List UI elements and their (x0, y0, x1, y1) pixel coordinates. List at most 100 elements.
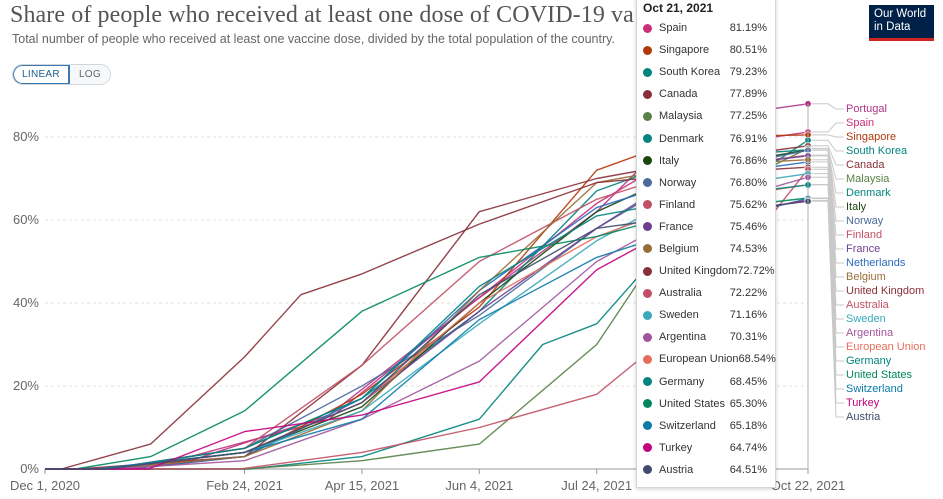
series-color-dot (643, 266, 652, 276)
tooltip-series-value: 76.80% (729, 176, 767, 189)
tooltip-row: Sweden 71.16% (643, 304, 767, 326)
chart-subtitle: Total number of people who received at l… (12, 32, 615, 46)
tooltip-series-value: 74.53% (729, 242, 767, 255)
tooltip-row: France 75.46% (643, 216, 767, 238)
tooltip-row: Argentina 70.31% (643, 326, 767, 348)
series-label[interactable]: European Union (846, 341, 926, 353)
tooltip-series-value: 72.72% (737, 265, 775, 278)
logo-accent-bar (869, 38, 934, 41)
series-label[interactable]: Belgium (846, 271, 886, 283)
tooltip-series-value: 81.19% (729, 22, 767, 35)
series-color-dot (643, 45, 652, 55)
series-label[interactable]: Australia (846, 299, 889, 311)
tooltip-row: Belgium 74.53% (643, 238, 767, 260)
tooltip-series-value: 64.51% (729, 463, 767, 476)
logo-line-1: Our World (874, 8, 927, 20)
tooltip-series-name: Canada (659, 88, 698, 101)
series-label[interactable]: Denmark (846, 187, 891, 199)
series-color-dot (643, 377, 652, 387)
series-color-dot (643, 134, 652, 144)
series-label[interactable]: Spain (846, 117, 875, 129)
label-leader-line (811, 134, 844, 138)
label-leader-line (811, 145, 844, 166)
series-label[interactable]: Switzerland (846, 383, 903, 395)
series-color-dot (643, 399, 652, 409)
series-color-dot (643, 465, 652, 475)
series-label[interactable]: South Korea (846, 145, 908, 157)
label-leader-line (811, 139, 844, 152)
y-tick-label: 80% (13, 129, 39, 144)
label-leader-line (811, 176, 844, 334)
series-label[interactable]: Norway (846, 215, 884, 227)
series-label[interactable]: Argentina (846, 327, 894, 339)
series-label[interactable]: Germany (846, 355, 892, 367)
tooltip-series-name: European Union (659, 353, 739, 366)
series-label[interactable]: Malaysia (846, 173, 890, 185)
series-end-labels: Portugal Spain Singapore South Korea Canada M… (846, 102, 926, 424)
tooltip-row: Finland 75.62% (643, 194, 767, 216)
label-leader-line (811, 122, 844, 133)
tooltip-series-value: 70.31% (729, 331, 767, 344)
x-tick-label: Oct 22, 2021 (771, 478, 845, 493)
y-tick-label: 0% (20, 461, 39, 476)
log-scale-button[interactable]: LOG (69, 65, 110, 84)
tooltip-series-value: 68.54% (738, 353, 776, 366)
label-leader-line (811, 197, 844, 376)
tooltip-series-name: Sweden (659, 309, 699, 322)
tooltip-series-name: Germany (659, 375, 705, 388)
series-label[interactable]: Portugal (846, 103, 887, 115)
tooltip-date: Oct 21, 2021 (643, 1, 714, 15)
tooltip-series-name: United Kingdom (659, 265, 738, 278)
tooltip-series-value: 75.62% (729, 198, 767, 211)
series-label[interactable]: Canada (846, 159, 885, 171)
tooltip-series-value: 77.89% (729, 88, 767, 101)
tooltip-row: Spain 81.19% (643, 17, 767, 39)
x-tick-label: Jun 4, 2021 (445, 478, 513, 493)
label-leader-line (811, 173, 844, 320)
tooltip-row: Denmark 76.91% (643, 127, 767, 149)
label-leader-line (811, 166, 844, 292)
label-leader-line (811, 147, 844, 180)
series-label[interactable]: Sweden (846, 313, 886, 325)
series-label[interactable]: Austria (846, 411, 881, 423)
series-label[interactable]: Italy (846, 201, 867, 213)
tooltip-row: Malaysia 77.25% (643, 105, 767, 127)
x-tick-label: Apr 15, 2021 (325, 478, 399, 493)
series-label[interactable]: United States (846, 369, 913, 381)
label-leader-line (811, 198, 844, 390)
y-tick-label: 20% (13, 378, 39, 393)
series-label[interactable]: Netherlands (846, 257, 906, 269)
series-color-dot (643, 244, 652, 254)
series-label[interactable]: France (846, 243, 881, 255)
tooltip-series-value: 68.45% (729, 375, 767, 388)
tooltip-series-value: 72.22% (729, 287, 767, 300)
label-leader-line (811, 155, 844, 250)
series-label[interactable]: Singapore (846, 131, 897, 143)
x-tick-label: Dec 1, 2020 (10, 478, 80, 493)
label-leader-line (811, 184, 844, 362)
tooltip-series-value: 80.51% (729, 44, 767, 57)
series-label[interactable]: Turkey (846, 397, 880, 409)
tooltip-row: United States 65.30% (643, 393, 767, 415)
tooltip-series-name: Australia (659, 287, 702, 300)
tooltip-series-name: United States (659, 397, 726, 410)
label-leader-line (811, 149, 844, 222)
scale-toggle: LINEAR LOG (12, 64, 111, 85)
series-color-dot (643, 421, 652, 431)
tooltip-row: Austria 64.51% (643, 459, 767, 481)
owid-logo[interactable]: Our World in Data (869, 5, 934, 41)
series-label[interactable]: Finland (846, 229, 883, 241)
series-color-dot (643, 332, 652, 342)
label-leader-line (811, 154, 844, 236)
tooltip-series-name: Finland (659, 198, 696, 211)
label-leader-line (811, 199, 844, 404)
tooltip-series-name: Spain (659, 22, 688, 35)
tooltip-series-value: 75.46% (729, 220, 767, 233)
series-color-dot (643, 23, 652, 33)
series-color-dot (643, 354, 652, 364)
linear-scale-button[interactable]: LINEAR (13, 65, 70, 84)
tooltip-series-name: Norway (659, 176, 697, 189)
label-leader-line (811, 103, 844, 110)
series-label[interactable]: United Kingdom (846, 285, 925, 297)
